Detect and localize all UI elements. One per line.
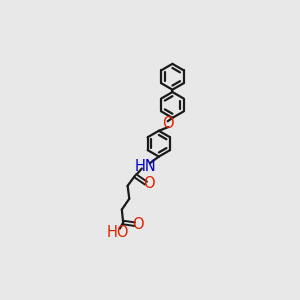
Text: O: O	[143, 176, 155, 190]
Text: O: O	[162, 116, 174, 131]
Text: HO: HO	[106, 225, 129, 240]
Text: O: O	[132, 217, 144, 232]
Text: HN: HN	[135, 159, 157, 174]
